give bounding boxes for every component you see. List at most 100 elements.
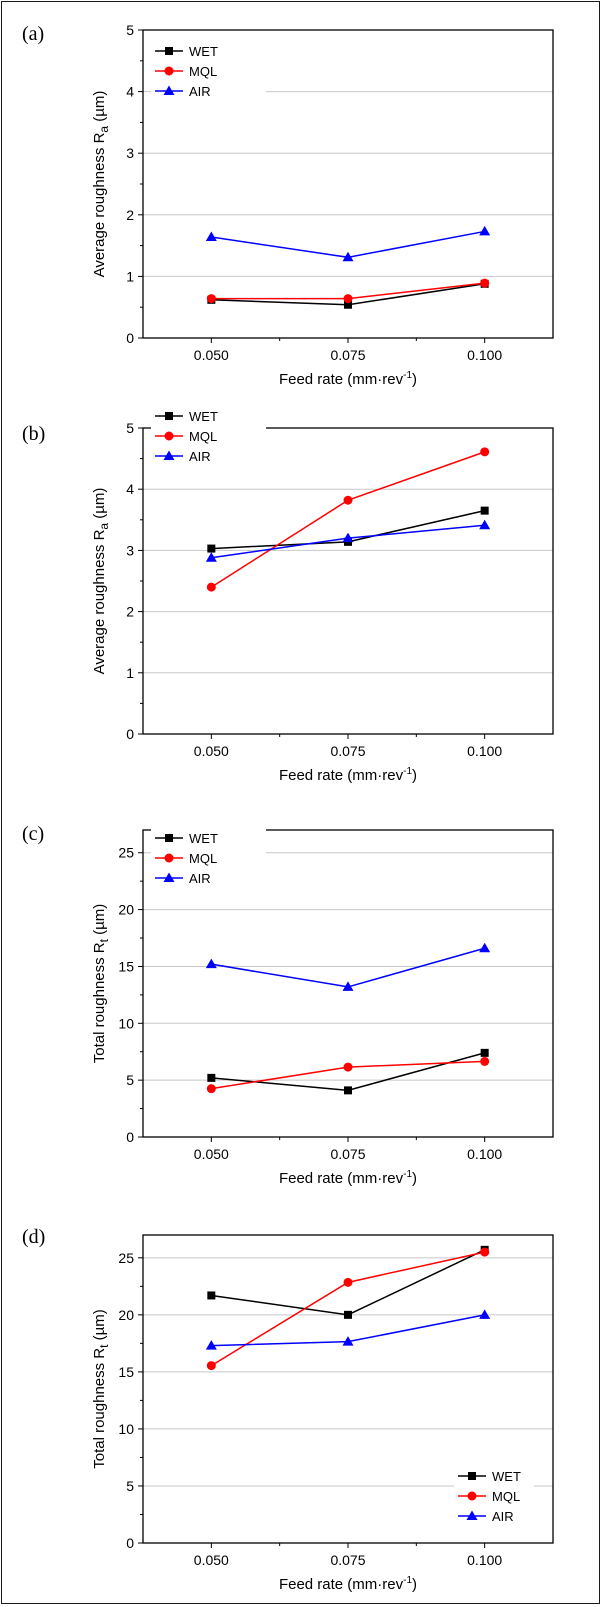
y-tick-label: 0 [126, 726, 134, 742]
y-tick-label: 4 [126, 481, 134, 497]
x-tick-label: 0.075 [330, 743, 365, 759]
data-point-air [205, 552, 217, 562]
legend-label-mql: MQL [189, 64, 217, 79]
panel-label: (c) [22, 823, 44, 845]
data-point-air [205, 958, 217, 969]
x-axis-label: Feed rate (mm·rev-1) [279, 1575, 417, 1593]
data-point-mql [343, 1277, 353, 1287]
series-line-air [211, 947, 485, 988]
chart-panel-b: (b) 0 1 2 3 4 5 0.050 0.075 0.100 Feed rate (mm·re… [22, 404, 554, 784]
data-point-mql [343, 1062, 353, 1072]
legend-label-wet: WET [189, 831, 218, 846]
data-point-mql [480, 1056, 490, 1066]
data-point-air [205, 1340, 217, 1350]
series-line-wet [211, 1052, 485, 1092]
legend-marker-wet [165, 834, 173, 842]
x-tick-label: 0.100 [467, 743, 502, 759]
plot-frame [142, 427, 554, 735]
legend-label-wet: WET [189, 409, 218, 424]
legend-label-mql: MQL [492, 1489, 520, 1504]
legend-marker-air [163, 450, 175, 460]
data-point-air [479, 1309, 491, 1319]
y-tick-label: 5 [126, 1072, 134, 1088]
series-mql [206, 1056, 490, 1094]
data-point-mql [480, 1247, 490, 1257]
data-point-air [479, 519, 491, 530]
y-tick-label: 1 [126, 665, 134, 681]
x-tick-label: 0.075 [330, 1146, 365, 1162]
data-point-wet [344, 1310, 352, 1319]
y-tick-label: 10 [118, 1015, 134, 1031]
x-tick-label: 0.050 [194, 1146, 229, 1162]
x-axis-label: Feed rate (mm·rev-1) [279, 1169, 417, 1187]
data-point-air [342, 981, 354, 991]
series-air [205, 225, 491, 262]
y-tick-label: 0 [126, 330, 134, 346]
data-point-air [342, 1336, 354, 1346]
legend-marker-mql [164, 431, 174, 441]
data-point-air [342, 532, 354, 543]
panel-label: (b) [22, 423, 45, 445]
chart-panel-c: (c) 0 5 10 15 20 25 0.050 0.075 0.100 Feed rate (m… [22, 823, 554, 1187]
chart-panel-d: (d) 0 5 10 15 20 25 0.050 0.075 0.100 Feed rate (m… [22, 1226, 554, 1593]
data-point-mql [343, 294, 353, 304]
data-point-wet [480, 506, 489, 515]
data-point-mql [480, 447, 490, 457]
legend-label-wet: WET [492, 1469, 521, 1484]
data-point-mql [206, 1361, 216, 1371]
legend-label-air: AIR [189, 871, 211, 886]
series-mql [206, 278, 490, 304]
x-tick-label: 0.075 [330, 347, 365, 363]
data-point-wet [344, 300, 352, 309]
legend: WET MQL AIR [151, 39, 266, 101]
x-tick-label: 0.100 [467, 1146, 502, 1162]
series-mql [206, 1247, 490, 1371]
series-mql [206, 447, 490, 592]
data-point-wet [344, 1086, 352, 1095]
y-tick-label: 5 [126, 22, 134, 38]
legend: WET MQL AIR [151, 404, 266, 466]
data-point-mql [206, 582, 216, 592]
legend-label-mql: MQL [189, 429, 217, 444]
legend-marker-air [466, 1510, 478, 1520]
y-tick-label: 20 [118, 1307, 134, 1323]
legend-label-mql: MQL [189, 851, 217, 866]
x-tick-label: 0.050 [194, 1552, 229, 1568]
legend-label-wet: WET [189, 44, 218, 59]
series-air [205, 1309, 491, 1350]
y-tick-label: 1 [126, 268, 134, 284]
data-point-mql [206, 1084, 216, 1094]
y-tick-label: 15 [118, 1364, 134, 1380]
x-tick-label: 0.050 [194, 743, 229, 759]
y-axis-label: Average roughness Ra (µm) [91, 91, 111, 278]
y-tick-label: 0 [126, 1129, 134, 1145]
y-tick-label: 10 [118, 1421, 134, 1437]
y-tick-label: 5 [126, 1478, 134, 1494]
legend: WET MQL AIR [151, 826, 266, 888]
data-point-air [205, 231, 217, 241]
legend-marker-mql [164, 66, 174, 76]
y-tick-label: 5 [126, 420, 134, 436]
x-tick-label: 0.100 [467, 347, 502, 363]
series-air [205, 942, 491, 991]
y-tick-label: 20 [118, 902, 134, 918]
legend-marker-wet [165, 412, 173, 420]
data-point-air [342, 251, 354, 262]
y-tick-label: 0 [126, 1535, 134, 1551]
data-point-air [479, 225, 491, 236]
data-point-mql [206, 294, 216, 304]
series-wet [207, 1048, 489, 1095]
legend-marker-air [163, 872, 175, 882]
x-tick-label: 0.075 [330, 1552, 365, 1568]
y-tick-label: 2 [126, 207, 134, 223]
legend-label-air: AIR [189, 449, 211, 464]
y-tick-label: 4 [126, 84, 134, 100]
legend-marker-wet [468, 1472, 476, 1480]
y-axis-label: Total roughness Rt (µm) [91, 904, 111, 1064]
data-point-mql [343, 495, 353, 505]
legend-label-air: AIR [189, 84, 211, 99]
y-axis-label: Average roughness Ra (µm) [91, 488, 111, 675]
series-air [205, 519, 491, 562]
